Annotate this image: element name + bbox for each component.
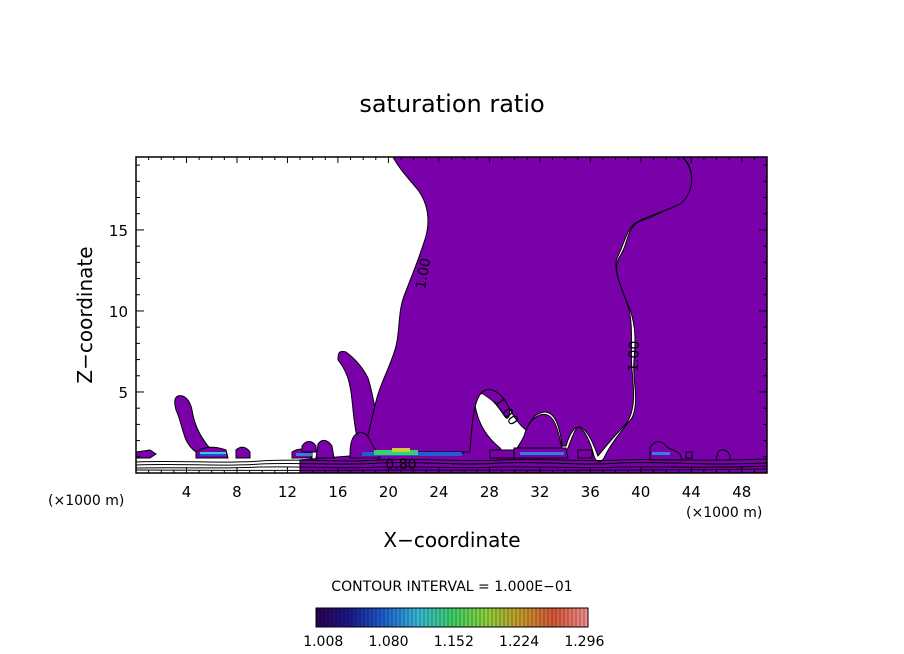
contour-patch-9 xyxy=(577,449,593,459)
contour-patch-6 xyxy=(315,439,335,459)
contour-patch-7 xyxy=(489,449,517,459)
colorbar xyxy=(315,607,589,628)
contour-region-left-bump xyxy=(174,395,213,457)
y-tick-label-1: 10 xyxy=(109,303,128,321)
colorbar-tick-label-4: 1.296 xyxy=(564,634,604,650)
high-sat-band-2 xyxy=(200,454,226,456)
high-sat-band-5 xyxy=(374,450,418,455)
y-tick-label-0: 5 xyxy=(118,384,128,402)
colorbar-ticks: 1.008 1.080 1.152 1.224 1.296 xyxy=(303,634,604,650)
colorbar-hatch xyxy=(319,608,585,627)
x-tick-label-4: 20 xyxy=(379,483,398,501)
x-tick-label-10: 44 xyxy=(682,483,701,501)
x-tick-label-1: 8 xyxy=(232,483,242,501)
x-tick-label-0: 4 xyxy=(182,483,192,501)
colorbar-tick-label-0: 1.008 xyxy=(303,634,343,650)
surface-contour-4 xyxy=(136,468,767,471)
high-sat-band-6 xyxy=(392,448,410,452)
contour-patch-3 xyxy=(235,446,251,459)
x-tick-label-3: 16 xyxy=(328,483,347,501)
surface-contour-3 xyxy=(136,465,767,469)
x-tick-label-7: 32 xyxy=(530,483,549,501)
contour-region-body xyxy=(361,157,692,457)
surface-contour-1 xyxy=(136,458,767,463)
high-sat-band-7 xyxy=(520,452,564,455)
high-sat-band-3 xyxy=(296,453,312,456)
contour-patch-1 xyxy=(136,449,157,459)
x-tick-label-2: 12 xyxy=(278,483,297,501)
x-tick-label-8: 36 xyxy=(581,483,600,501)
y-axis-ticks: 5 10 15 xyxy=(109,164,767,458)
contour-patch-12 xyxy=(715,449,731,461)
contour-label-0: 1.00 xyxy=(413,257,434,290)
x-unit-label: (×1000 m) xyxy=(686,505,762,521)
x-axis-title: X−coordinate xyxy=(383,528,520,552)
colorbar-tick-label-1: 1.080 xyxy=(368,634,408,650)
colorbar-tick-label-2: 1.152 xyxy=(434,634,474,650)
contour-patch-5 xyxy=(301,441,317,453)
x-tick-label-11: 48 xyxy=(732,483,751,501)
x-tick-label-6: 28 xyxy=(480,483,499,501)
y-tick-label-2: 15 xyxy=(109,222,128,240)
x-tick-label-9: 40 xyxy=(631,483,650,501)
contour-patch-10 xyxy=(649,441,683,461)
contour-patch-11 xyxy=(685,451,693,459)
contour-interval-label: CONTOUR INTERVAL = 1.000E−01 xyxy=(331,579,572,595)
contour-label-3: 0.80 xyxy=(385,457,416,473)
y-unit-label: (×1000 m) xyxy=(48,493,124,509)
surface-contour-2 xyxy=(136,462,767,466)
contour-label-1: 1.00 xyxy=(626,340,643,372)
contour-fill-group xyxy=(136,157,767,473)
chart-title: saturation ratio xyxy=(359,90,544,118)
high-sat-band-8 xyxy=(652,452,670,455)
colorbar-tick-label-3: 1.224 xyxy=(499,634,539,650)
x-axis-ticks: 4 8 12 16 20 24 28 32 36 40 44 48 xyxy=(148,157,755,501)
y-axis-title: Z−coordinate xyxy=(73,246,97,383)
x-tick-label-5: 24 xyxy=(429,483,448,501)
